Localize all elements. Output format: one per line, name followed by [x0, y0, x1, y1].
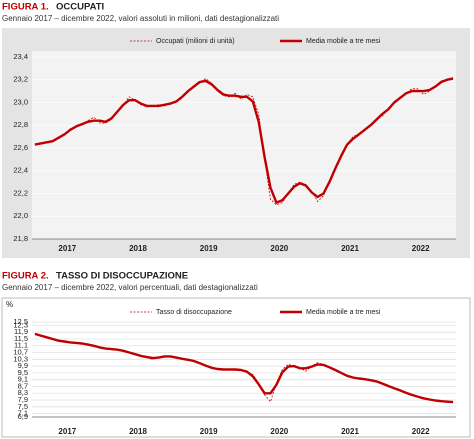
x-tick-label: 2022: [412, 427, 430, 436]
y-tick-label: 10,7: [13, 348, 28, 357]
x-tick-label: 2021: [341, 427, 359, 436]
y-tick-label: 23,4: [13, 52, 28, 61]
x-tick-label: 2017: [58, 244, 76, 253]
y-tick-label: 11,1: [14, 341, 28, 350]
y-tick-label: 7,9: [18, 395, 28, 404]
series-line: [34, 77, 454, 204]
series-line: [34, 332, 454, 404]
x-tick-label: 2018: [129, 244, 147, 253]
legend-label: Tasso di disoccupazione: [156, 309, 232, 316]
y-tick-label: 22,4: [13, 166, 28, 175]
chart-title: TASSO DI DISOCCUPAZIONE: [56, 271, 188, 282]
x-tick-label: 2020: [270, 427, 288, 436]
y-tick-label: 23,0: [13, 97, 28, 106]
x-tick-label: 2017: [58, 427, 76, 436]
y-tick-label: 8,3: [18, 388, 28, 397]
figure-label: FIGURA 2.: [2, 271, 49, 282]
y-tick-label: 22,6: [13, 143, 28, 152]
y-tick-label: 9,9: [18, 361, 28, 370]
figure-label: FIGURA 1.: [2, 2, 49, 13]
y-tick-label: 12,5: [13, 317, 28, 326]
y-tick-label: 8,7: [18, 381, 28, 390]
series-line: [34, 77, 454, 206]
y-tick-label: 10,3: [13, 354, 28, 363]
plot-area: [32, 51, 456, 239]
y-axis-label: %: [6, 300, 13, 309]
y-tick-label: 22,8: [13, 120, 28, 129]
y-tick-label: 9,5: [18, 368, 28, 377]
y-tick-label: 11,5: [14, 334, 28, 343]
legend-label: Occupati (milioni di unità): [156, 38, 235, 45]
y-tick-label: 23,2: [13, 75, 28, 84]
y-tick-label: 7,5: [18, 402, 28, 411]
x-tick-label: 2022: [412, 244, 430, 253]
x-tick-label: 2020: [270, 244, 288, 253]
chart-subtitle: Gennaio 2017 – dicembre 2022, valori per…: [2, 283, 258, 292]
y-tick-label: 11,9: [14, 327, 28, 336]
x-tick-label: 2019: [200, 244, 218, 253]
y-tick-label: 22,0: [13, 211, 28, 220]
x-tick-label: 2018: [129, 427, 147, 436]
x-tick-label: 2021: [341, 244, 359, 253]
legend-label: Media mobile a tre mesi: [306, 309, 381, 316]
legend-label: Media mobile a tre mesi: [306, 38, 381, 45]
y-tick-label: 6,9: [18, 412, 28, 421]
y-tick-label: 21,8: [13, 234, 28, 243]
chart-subtitle: Gennaio 2017 – dicembre 2022, valori ass…: [2, 14, 279, 23]
y-tick-label: 22,2: [13, 188, 28, 197]
chart-title: OCCUPATI: [56, 2, 104, 13]
y-tick-label: 9,1: [18, 375, 28, 384]
x-tick-label: 2019: [200, 427, 218, 436]
y-tick-label: 12,3: [13, 320, 28, 329]
y-tick-label: 7,1: [18, 409, 28, 418]
